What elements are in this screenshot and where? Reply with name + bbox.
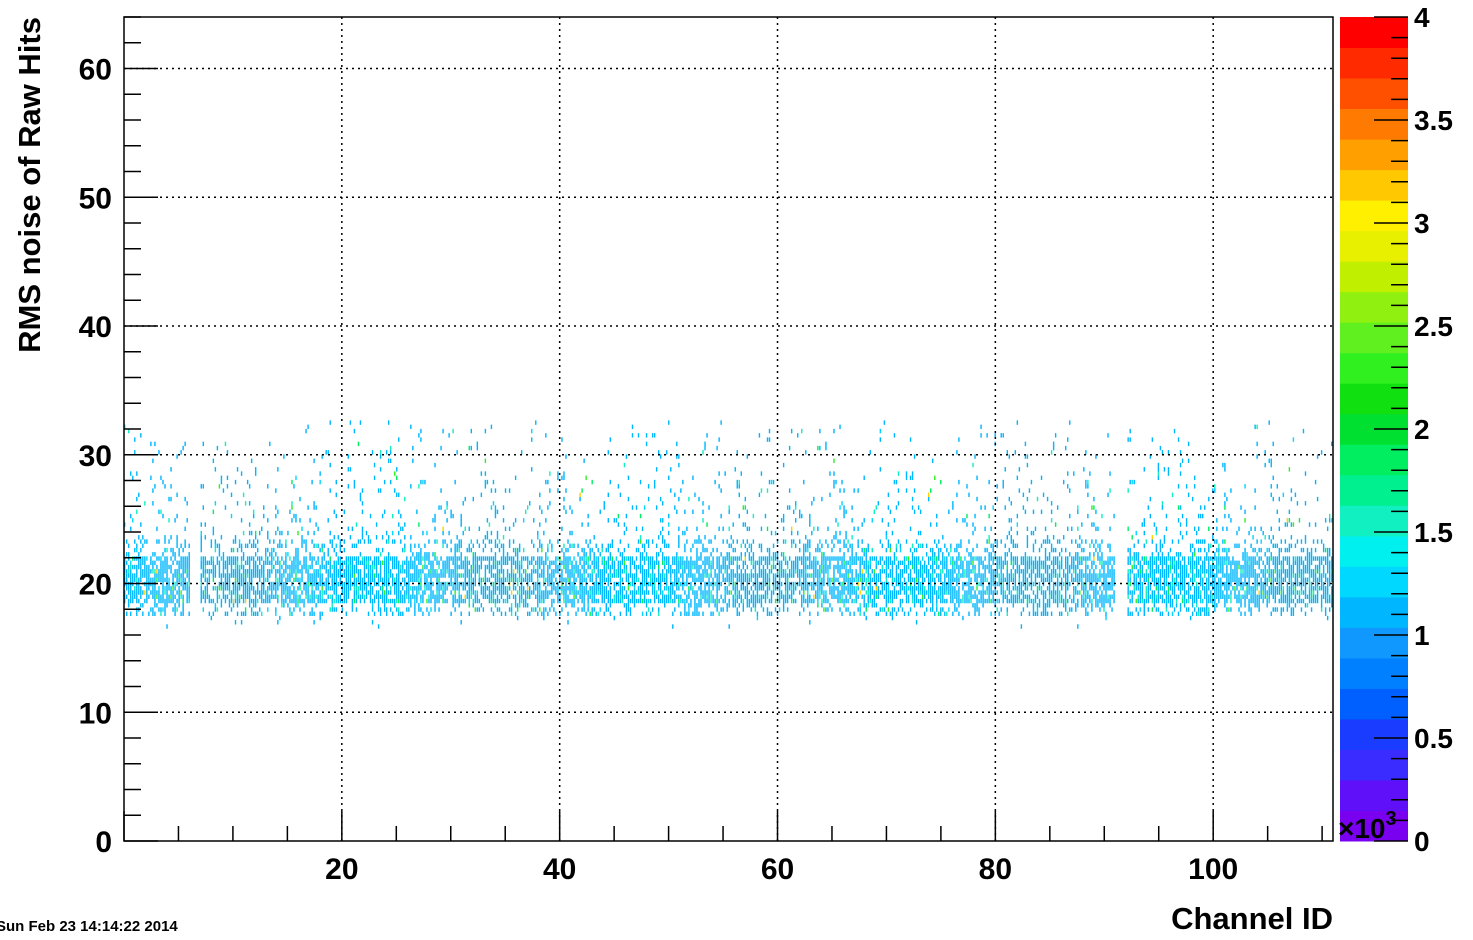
colorbar-segment [1340, 779, 1408, 811]
y-tick-label: 40 [79, 311, 112, 344]
colorbar-segment [1340, 535, 1408, 567]
colorbar-segment [1340, 810, 1408, 842]
axis-ticks: 20 40 60 80 100 0 10 20 30 40 50 60 [79, 16, 1323, 886]
colorbar-tick-label: 0.5 [1414, 723, 1453, 754]
x-tick-label: 20 [325, 853, 358, 886]
colorbar-segment [1340, 291, 1408, 323]
colorbar-tick-label: 2 [1414, 414, 1430, 445]
colorbar-segment [1340, 505, 1408, 537]
colorbar-segment [1340, 627, 1408, 659]
colorbar-segment [1340, 261, 1408, 293]
x-tick-label: 60 [761, 853, 794, 886]
x-tick-label: 100 [1188, 853, 1238, 886]
x-tick-label: 40 [543, 853, 576, 886]
colorbar-segment [1340, 352, 1408, 384]
y-tick-label: 10 [79, 697, 112, 730]
y-tick-label: 60 [79, 54, 112, 87]
colorbar-segment [1340, 47, 1408, 79]
colorbar-exponent-power: 3 [1386, 808, 1397, 830]
colorbar-tick-label: 1 [1414, 620, 1430, 651]
colorbar-segment [1340, 169, 1408, 201]
x-axis-title: Channel ID [1171, 901, 1333, 936]
colorbar-segment [1340, 200, 1408, 232]
timestamp: Sun Feb 23 14:14:22 2014 [0, 918, 178, 935]
colorbar-tick-label: 4 [1414, 2, 1430, 33]
colorbar-segment [1340, 718, 1408, 750]
colorbar-segment [1340, 17, 1408, 49]
colorbar-tick-label: 0 [1414, 826, 1430, 857]
colorbar-segment [1340, 230, 1408, 262]
colorbar-segment [1340, 566, 1408, 598]
y-axis-title: RMS noise of Raw Hits [12, 17, 47, 353]
x-tick-label: 80 [979, 853, 1012, 886]
y-tick-label: 20 [79, 569, 112, 602]
colorbar-segment [1340, 596, 1408, 628]
colorbar-tick-label: 3.5 [1414, 105, 1453, 136]
colorbar-segment [1340, 108, 1408, 140]
colorbar-segment [1340, 657, 1408, 689]
colorbar-tick-label: 1.5 [1414, 517, 1453, 548]
y-tick-label: 0 [95, 826, 112, 859]
colorbar-segment [1340, 78, 1408, 110]
colorbar-tick-label: 2.5 [1414, 311, 1453, 342]
colorbar-tick-label: 3 [1414, 208, 1430, 239]
y-tick-label: 30 [79, 440, 112, 473]
heatmap-cells [124, 420, 1333, 629]
colorbar: 0 0.5 1 1.5 2 2.5 3 3.5 4 [1340, 2, 1453, 857]
colorbar-segment [1340, 749, 1408, 781]
colorbar-segment [1340, 322, 1408, 354]
y-tick-label: 50 [79, 182, 112, 215]
colorbar-segment [1340, 139, 1408, 171]
colorbar-segment [1340, 688, 1408, 720]
